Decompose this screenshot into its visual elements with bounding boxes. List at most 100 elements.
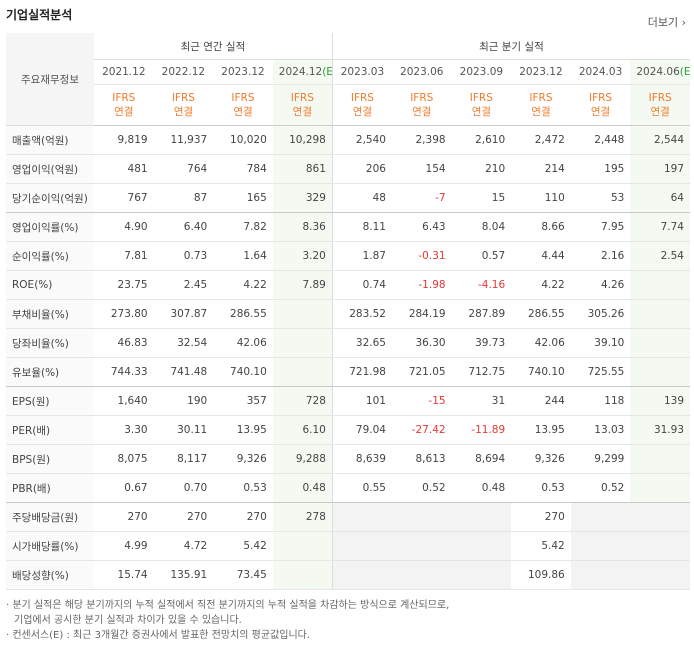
value-cell	[630, 357, 690, 387]
data-row: 주당배당금(원) 270 270 270 278 270	[6, 502, 690, 532]
data-row: 유보율(%) 744.33 741.48 740.10 721.98 721.05 712.…	[6, 357, 690, 387]
standard-text: IFRS	[529, 92, 553, 104]
value-cell: 10,020	[213, 125, 273, 155]
row-label: PBR(배)	[6, 473, 94, 503]
value-cell: 286.55	[213, 299, 273, 329]
value-cell: -11.89	[451, 415, 512, 445]
data-row: 부채비율(%) 273.80 307.87 286.55 283.52 284.19 287…	[6, 299, 690, 329]
group-header: 최근 연간 실적	[94, 33, 333, 60]
row-label: 유보율(%)	[6, 357, 94, 387]
value-cell: 861	[272, 154, 333, 184]
value-cell	[451, 502, 512, 532]
more-link[interactable]: 더보기 ›	[647, 16, 686, 29]
period-header: 2023.03	[331, 59, 392, 85]
notes: · 분기 실적은 해당 분기까지의 누적 실적에서 직전 분기까지의 누적 실적…	[6, 598, 449, 643]
period-header: 2024.06(E)	[630, 59, 690, 85]
value-cell	[272, 328, 333, 358]
standard-header: IFRS 연결	[331, 84, 392, 126]
value-cell: 721.98	[331, 357, 392, 387]
corner-cell: 주요재무정보	[6, 33, 94, 126]
value-cell: 48	[331, 183, 392, 213]
standard-text: IFRS	[112, 92, 136, 104]
value-cell: 0.67	[94, 473, 154, 503]
value-cell: 740.10	[511, 357, 571, 387]
value-cell: 2,544	[630, 125, 690, 155]
value-cell	[451, 531, 512, 561]
value-cell	[630, 299, 690, 329]
value-cell	[630, 444, 690, 474]
value-cell: 23.75	[94, 270, 154, 300]
value-cell: 46.83	[94, 328, 154, 358]
value-cell: 4.22	[213, 270, 273, 300]
value-cell	[630, 531, 690, 561]
value-cell: 2,398	[391, 125, 452, 155]
row-label: 부채비율(%)	[6, 299, 94, 329]
value-cell: 0.48	[451, 473, 512, 503]
value-cell: 2.16	[570, 241, 631, 271]
value-cell: 5.42	[511, 531, 571, 561]
value-cell: 110	[511, 183, 571, 213]
data-row: PBR(배) 0.67 0.70 0.53 0.48 0.55 0.52 0.48 0.53 0.…	[6, 473, 690, 503]
value-cell: 725.55	[570, 357, 631, 387]
value-cell: 36.30	[391, 328, 452, 358]
value-cell: 2,472	[511, 125, 571, 155]
note: · 컨센서스(E) : 최근 3개월간 증권사에서 발표한 전망치의 평균값입니…	[6, 630, 311, 641]
data-row: BPS(원) 8,075 8,117 9,326 9,288 8,639 8,613 8,69…	[6, 444, 690, 474]
value-cell: 270	[94, 502, 154, 532]
value-cell: 154	[391, 154, 452, 184]
value-cell: 8.11	[331, 212, 392, 242]
row-label: 당좌비율(%)	[6, 328, 94, 358]
standard-text: IFRS	[350, 92, 374, 104]
standard-header: IFRS 연결	[630, 84, 690, 126]
value-cell	[272, 531, 333, 561]
value-cell: -15	[391, 386, 452, 416]
value-cell: 740.10	[213, 357, 273, 387]
value-cell: 79.04	[331, 415, 392, 445]
data-row: 영업이익률(%) 4.90 6.40 7.82 8.36 8.11 6.43 8.04 8.66…	[6, 212, 690, 242]
standard-text: 연결	[114, 106, 134, 118]
value-cell: 39.10	[570, 328, 631, 358]
period-label: 2023.09	[459, 66, 504, 78]
value-cell: 31.93	[630, 415, 690, 445]
more-text[interactable]: 더보기	[647, 16, 679, 29]
value-cell: 2.54	[630, 241, 690, 271]
value-cell	[272, 357, 333, 387]
value-cell: 10,298	[272, 125, 333, 155]
value-cell: 6.43	[391, 212, 452, 242]
row-label: 배당성향(%)	[6, 560, 94, 590]
row-label: 순이익률(%)	[6, 241, 94, 271]
value-cell: 197	[630, 154, 690, 184]
standard-header: IFRS 연결	[153, 84, 214, 126]
value-cell	[331, 531, 392, 561]
value-cell: 39.73	[451, 328, 512, 358]
value-cell: 7.81	[94, 241, 154, 271]
note-text: 컨센서스(E) : 최근 3개월간 증권사에서 발표한 전망치의 평균값입니다.	[12, 630, 311, 641]
value-cell: 0.57	[451, 241, 512, 271]
period-header: 2024.12(E)	[272, 59, 333, 85]
value-cell	[272, 299, 333, 329]
section-title: 기업실적분석	[6, 8, 73, 22]
value-cell	[570, 531, 631, 561]
value-cell: 7.82	[213, 212, 273, 242]
value-cell: 8,639	[331, 444, 392, 474]
value-cell: 329	[272, 183, 333, 213]
note: · 분기 실적은 해당 분기까지의 누적 실적에서 직전 분기까지의 누적 실적…	[6, 600, 450, 611]
value-cell: 73.45	[213, 560, 273, 590]
value-cell: 2,448	[570, 125, 631, 155]
data-row: EPS(원) 1,640 190 357 728 101 -15 31 244 118 139	[6, 386, 690, 416]
period-header: 2024.03	[570, 59, 631, 85]
value-cell: 8.66	[511, 212, 571, 242]
value-cell	[630, 328, 690, 358]
value-cell: 270	[213, 502, 273, 532]
value-cell: 206	[331, 154, 392, 184]
value-cell: 13.95	[511, 415, 571, 445]
value-cell: 1.87	[331, 241, 392, 271]
value-cell: 13.95	[213, 415, 273, 445]
value-cell: 31	[451, 386, 512, 416]
value-cell: 0.53	[511, 473, 571, 503]
value-cell	[630, 502, 690, 532]
value-cell: -27.42	[391, 415, 452, 445]
standard-text: 연결	[292, 106, 312, 118]
value-cell: 15	[451, 183, 512, 213]
standard-header: IFRS 연결	[511, 84, 571, 126]
